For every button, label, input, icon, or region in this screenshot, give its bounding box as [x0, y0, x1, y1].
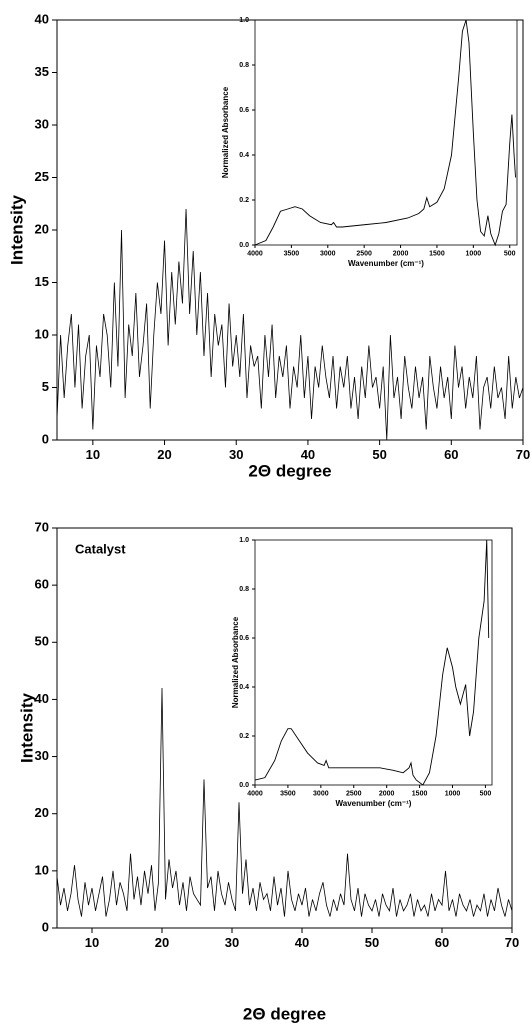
x-tick-label: 4000 — [247, 250, 263, 257]
data-line — [56, 687, 513, 917]
y-tick-label: 0.2 — [239, 197, 249, 204]
y-tick-label: 1.0 — [239, 537, 249, 544]
y-tick-label: 0.6 — [239, 635, 249, 642]
y-tick-label: 0.8 — [239, 62, 249, 69]
x-tick-label: 3000 — [313, 790, 329, 797]
y-tick-label: 50 — [35, 634, 49, 649]
x-tick-label: 3500 — [284, 250, 300, 257]
y-tick-label: 0.6 — [239, 107, 249, 114]
x-axis-title: 2Θ degree — [248, 461, 331, 480]
x-tick-label: 2500 — [346, 790, 362, 797]
y-tick-label: 0.8 — [239, 586, 249, 593]
x-tick-label: 1500 — [412, 790, 428, 797]
x-tick-label: 1500 — [429, 250, 445, 257]
x-tick-label: 30 — [229, 447, 243, 462]
x-tick-label: 500 — [480, 790, 492, 797]
x-tick-label: 2500 — [356, 250, 372, 257]
x-tick-label: 10 — [85, 935, 99, 950]
x-tick-label: 60 — [435, 935, 449, 950]
y-tick-label: 0.2 — [239, 733, 249, 740]
x-tick-label: 40 — [301, 447, 315, 462]
x-tick-label: 500 — [504, 250, 516, 257]
plot-frame — [56, 527, 513, 929]
y-tick-label: 5 — [42, 379, 49, 394]
annotation: Catalyst — [75, 541, 126, 556]
x-tick-label: 1000 — [445, 790, 461, 797]
x-tick-label: 20 — [155, 935, 169, 950]
y-tick-label: 60 — [35, 577, 49, 592]
y-tick-label: 10 — [35, 862, 49, 877]
x-tick-label: 2000 — [379, 790, 395, 797]
y-tick-label: 25 — [35, 169, 49, 184]
x-tick-label: 60 — [444, 447, 458, 462]
x-tick-label: 50 — [365, 935, 379, 950]
y-tick-label: 0 — [42, 919, 49, 934]
data-line — [254, 19, 516, 247]
y-tick-label: 0.4 — [239, 152, 249, 159]
x-axis-title: Wavenumber (cm⁻¹) — [348, 259, 424, 268]
x-tick-label: 50 — [372, 447, 386, 462]
y-tick-label: 40 — [35, 11, 49, 26]
y-axis-title: Intensity — [7, 195, 26, 265]
x-tick-label: 2000 — [393, 250, 409, 257]
x-tick-label: 30 — [225, 935, 239, 950]
x-tick-label: 10 — [86, 447, 100, 462]
y-tick-label: 30 — [35, 116, 49, 131]
y-axis-title: Intensity — [17, 693, 36, 763]
y-tick-label: 0.0 — [239, 782, 249, 789]
y-tick-label: 70 — [35, 519, 49, 534]
inset-frame — [254, 539, 493, 786]
x-tick-label: 1000 — [466, 250, 482, 257]
y-tick-label: 0.4 — [239, 684, 249, 691]
x-tick-label: 3000 — [320, 250, 336, 257]
y-tick-label: 15 — [35, 274, 49, 289]
x-tick-label: 70 — [505, 935, 519, 950]
y-tick-label: 20 — [35, 805, 49, 820]
x-tick-label: 20 — [157, 447, 171, 462]
y-tick-label: 0.0 — [239, 242, 249, 249]
y-tick-label: 20 — [35, 221, 49, 236]
x-tick-label: 3500 — [280, 790, 296, 797]
y-tick-label: 0 — [42, 431, 49, 446]
y-axis-title: Normalized Absorbance — [231, 616, 240, 708]
y-axis-title: Normalized Absorbance — [221, 86, 230, 178]
x-tick-label: 4000 — [247, 790, 263, 797]
y-tick-label: 30 — [35, 748, 49, 763]
x-tick-label: 40 — [295, 935, 309, 950]
x-axis-title: Wavenumber (cm⁻¹) — [336, 799, 412, 808]
data-line — [56, 208, 524, 441]
x-tick-label: 70 — [516, 447, 530, 462]
inset-frame — [254, 19, 518, 246]
y-tick-label: 35 — [35, 64, 49, 79]
y-tick-label: 10 — [35, 326, 49, 341]
y-tick-label: 1.0 — [239, 17, 249, 24]
data-line — [254, 539, 490, 786]
x-axis-title: 2Θ degree — [243, 1004, 326, 1023]
y-tick-label: 40 — [35, 691, 49, 706]
